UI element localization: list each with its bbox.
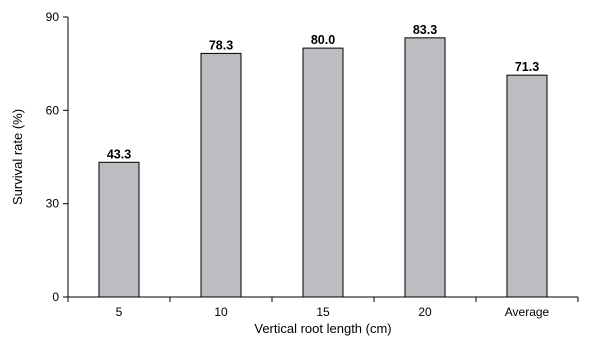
data-label: 83.3 [413, 23, 437, 37]
y-tick-label: 30 [46, 197, 60, 211]
x-tick-label: 20 [418, 305, 432, 319]
bars-group: 43.3 78.3 80.0 83.3 71.3 [98, 23, 548, 298]
x-axis-title: Vertical root length (cm) [254, 321, 391, 336]
axes-group: 5 10 15 20 Average 0 30 60 90 [46, 10, 579, 319]
x-tick-label: 15 [316, 305, 330, 319]
x-tick-label: Average [505, 305, 550, 319]
bar-15 [302, 47, 344, 298]
y-tick-label: 90 [46, 10, 60, 24]
x-tick-label: 10 [214, 305, 228, 319]
x-tick-label: 5 [116, 305, 123, 319]
data-label: 71.3 [515, 60, 539, 74]
y-axis-title: Survival rate (%) [10, 109, 25, 205]
data-label: 43.3 [107, 147, 131, 161]
y-tick-label: 0 [52, 290, 59, 304]
bar-5 [98, 161, 140, 298]
data-label: 80.0 [311, 33, 335, 47]
y-tick-label: 60 [46, 103, 60, 117]
bar-20 [404, 37, 446, 298]
bar-average [506, 74, 548, 298]
bar-10 [200, 52, 242, 298]
data-label: 78.3 [209, 38, 233, 52]
